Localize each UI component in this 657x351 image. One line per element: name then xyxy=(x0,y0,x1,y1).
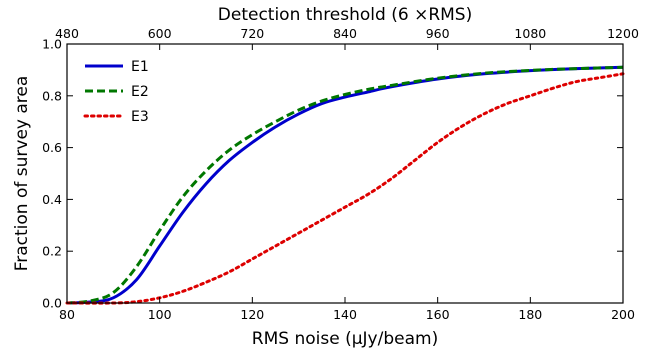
y-tick-label: 1.0 xyxy=(42,37,62,52)
top-tick-label: 720 xyxy=(240,26,264,41)
series-line-e2 xyxy=(66,65,624,305)
top-tick-label: 840 xyxy=(333,26,357,41)
top-tick-label: 960 xyxy=(426,26,450,41)
y-tick-label: 0.2 xyxy=(42,244,62,259)
plot-frame xyxy=(66,43,624,304)
x-tick-label: 140 xyxy=(333,307,357,322)
x-tick-label: 100 xyxy=(148,307,172,322)
x-tick-label: 200 xyxy=(611,307,635,322)
x-tick-label: 160 xyxy=(426,307,450,322)
legend-label-e2: E2 xyxy=(131,84,149,100)
top-tick-label: 600 xyxy=(148,26,172,41)
x-tick-label: 80 xyxy=(59,307,75,322)
series-line-e1 xyxy=(66,65,624,305)
top-tick-label: 1200 xyxy=(607,26,639,41)
legend: E1 E2 E3 xyxy=(83,59,149,125)
data-curves xyxy=(65,65,625,305)
y-tick-label: 0.4 xyxy=(42,192,62,207)
top-tick-label: 1080 xyxy=(514,26,546,41)
x-tick-label: 180 xyxy=(518,307,542,322)
legend-label-e1: E1 xyxy=(131,59,149,75)
y-axis-label: Fraction of survey area xyxy=(12,76,32,272)
x-tick-label: 120 xyxy=(240,307,264,322)
y-tick-label: 0.0 xyxy=(42,296,62,311)
y-tick-label: 0.6 xyxy=(42,140,62,155)
y-tick-label: 0.8 xyxy=(42,88,62,103)
series-line-e3 xyxy=(65,72,625,305)
x-axis-label: RMS noise (μJy/beam) xyxy=(252,329,438,349)
top-axis-label: Detection threshold (6 ×RMS) xyxy=(218,5,472,25)
legend-label-e3: E3 xyxy=(131,109,149,125)
top-tick-label: 480 xyxy=(55,26,79,41)
axis-ticks: 80 100 120 140 160 180 200 480 600 720 840 960 1080 1… xyxy=(42,26,639,322)
